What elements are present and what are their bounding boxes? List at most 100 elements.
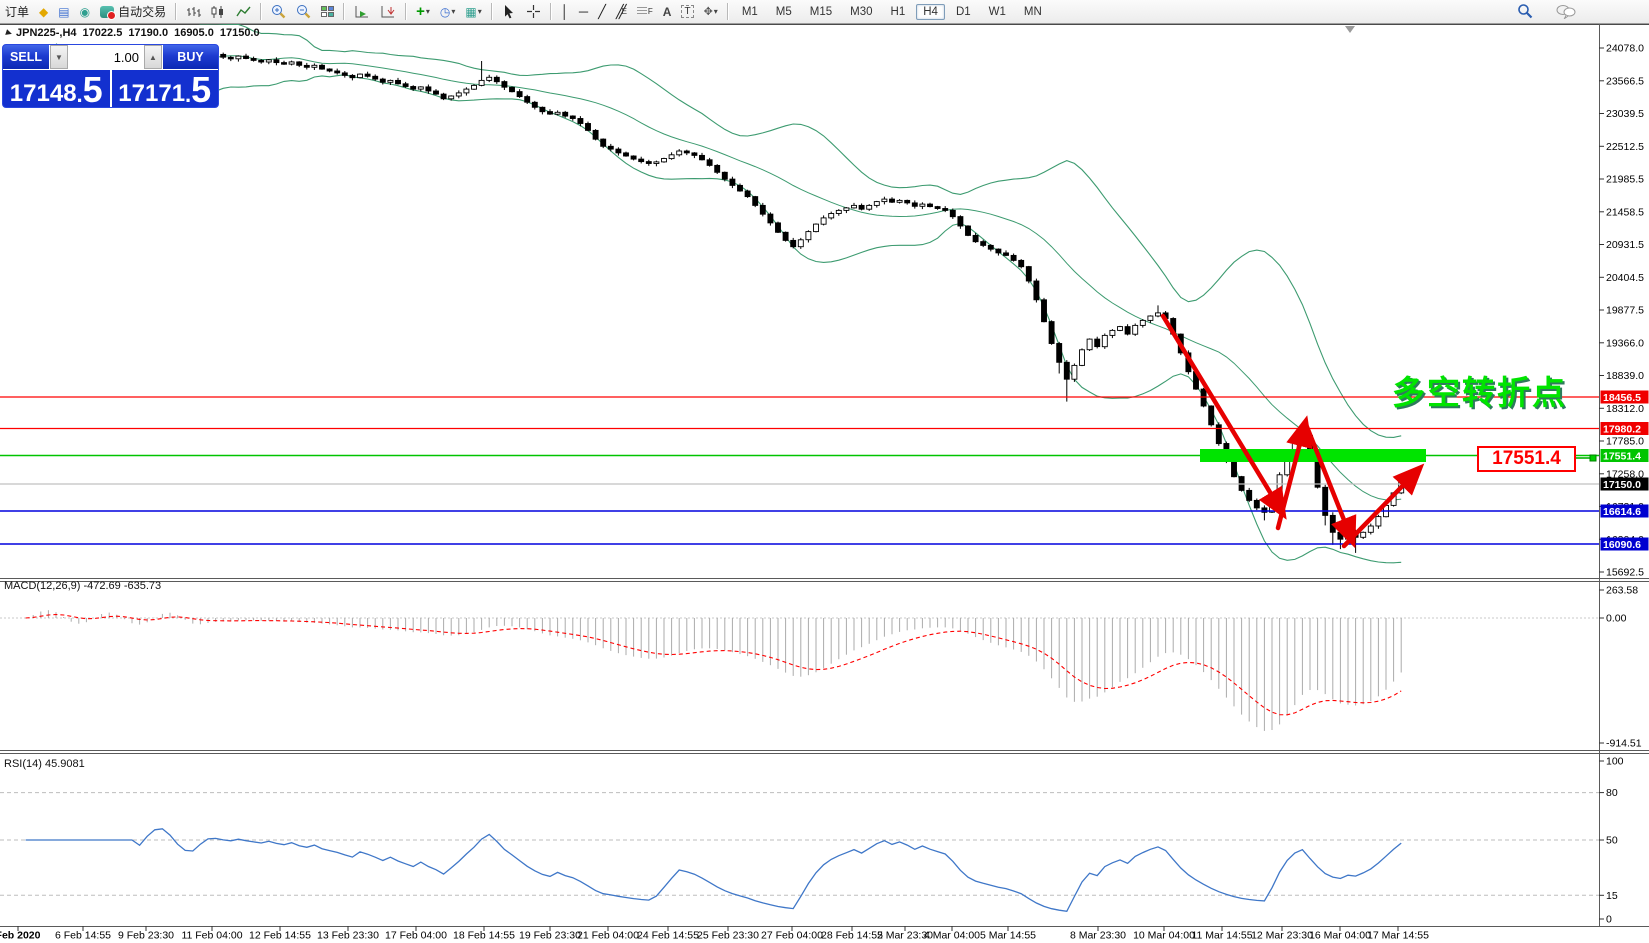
fibonacci-icon[interactable]: F <box>633 2 657 22</box>
tab-d1[interactable]: D1 <box>955 5 971 18</box>
text-label-icon[interactable]: T <box>677 2 697 22</box>
time-axis-label: 11 Mar 14:55 <box>1191 930 1252 942</box>
chat-icon[interactable] <box>1552 1 1580 21</box>
zoom-out-icon[interactable] <box>292 2 315 22</box>
time-axis-label: 21 Feb 04:00 <box>577 930 639 942</box>
time-axis-label: 19 Feb 23:30 <box>519 930 581 942</box>
price-axis-label: 23039.5 <box>1606 108 1644 120</box>
time-axis-label: 28 Feb 14:55 <box>821 930 883 942</box>
ohlc-open: 17022.5 <box>82 27 123 39</box>
macd-main-value: -472.69 <box>83 580 121 592</box>
price-axis-label: 15692.5 <box>1606 567 1644 579</box>
toolbar-separator <box>175 3 178 20</box>
indicators-plus-icon: + <box>416 2 425 20</box>
tab-h4[interactable]: H4 <box>916 3 945 20</box>
price-axis-label: 23566.5 <box>1606 75 1644 87</box>
autotrading-button[interactable]: 自动交易 <box>96 2 170 22</box>
chart-shift-icon[interactable] <box>376 2 400 22</box>
price-axis-label: 22512.5 <box>1606 141 1644 153</box>
time-axis-label: 16 Mar 04:00 <box>1309 930 1371 942</box>
macd-axis-label: -914.51 <box>1606 738 1642 750</box>
chart-shift-marker[interactable] <box>1345 26 1355 33</box>
navigator-icon[interactable]: ◉ <box>79 4 91 19</box>
trendline-icon[interactable]: ╱ <box>598 3 606 19</box>
buy-button[interactable]: BUY <box>162 45 218 69</box>
time-axis-label: 27 Feb 04:00 <box>761 930 823 942</box>
rsi-value: 45.9081 <box>44 758 85 770</box>
price-axis-label: 19366.0 <box>1606 337 1644 349</box>
text-icon[interactable]: A <box>662 4 672 19</box>
window-border <box>0 24 1649 25</box>
arrows-button[interactable]: ✥ ▾ <box>700 2 722 22</box>
templates-button[interactable]: ▦ ▾ <box>461 2 485 22</box>
vertical-line-icon[interactable]: │ <box>560 3 569 19</box>
search-icon[interactable] <box>1513 1 1537 21</box>
template-icon: ▦ <box>465 4 477 19</box>
toolbar-separator <box>260 3 263 20</box>
auto-scroll-icon[interactable] <box>350 2 374 22</box>
volume-increase-button[interactable]: ▲ <box>144 45 162 69</box>
volume-input[interactable] <box>68 45 144 69</box>
data-window-icon[interactable]: ▤ <box>58 4 70 19</box>
time-axis-label: 9 Feb 23:30 <box>118 930 174 942</box>
indicators-button[interactable]: + ▾ <box>412 2 434 22</box>
crosshair-icon[interactable] <box>522 2 545 22</box>
tab-m30[interactable]: M30 <box>850 5 873 18</box>
chevron-down-icon: ▾ <box>425 7 430 16</box>
panel-divider <box>109 70 112 107</box>
new-order-button[interactable]: 订单 <box>1 2 33 22</box>
macd-axis-label: 0.00 <box>1606 613 1627 625</box>
macd-signal-value: -635.73 <box>123 580 162 592</box>
price-axis-label: 18312.0 <box>1606 403 1644 415</box>
time-axis-label: Feb 2020 <box>0 930 41 942</box>
tile-windows-icon[interactable] <box>317 2 338 22</box>
time-axis-label: 25 Feb 23:30 <box>697 930 759 942</box>
zoom-in-icon[interactable] <box>267 2 290 22</box>
price-axis-label: 21985.5 <box>1606 174 1644 186</box>
autotrading-icon <box>100 5 117 20</box>
toolbar-separator <box>490 3 493 20</box>
time-axis-label: 17 Mar 14:55 <box>1367 930 1429 942</box>
tab-mn[interactable]: MN <box>1023 5 1042 18</box>
sell-price[interactable]: 17148. 5 <box>9 69 103 108</box>
volume-control: ▼ ▲ <box>50 45 162 69</box>
equidistant-channel-icon[interactable]: ╱╱ E <box>615 3 627 19</box>
ohlc-close: 17150.0 <box>219 27 260 39</box>
tab-m5[interactable]: M5 <box>775 5 792 18</box>
turning-point-annotation[interactable]: 多空转折点 <box>1392 374 1567 411</box>
price-axis-label: 19877.5 <box>1606 305 1644 317</box>
chart-title: JPN225-,H4 17022.5 17190.0 16905.0 17150… <box>5 27 266 39</box>
chevron-down-icon: ▾ <box>713 7 718 16</box>
toolbar: 订单 ◆ ▤ ◉ 自动交易 <box>0 0 1649 24</box>
time-axis-label: 2 Mar 23:30 <box>877 930 933 942</box>
price-axis-label: 20931.5 <box>1606 239 1644 251</box>
chevron-down-icon: ▾ <box>477 7 482 16</box>
sell-button[interactable]: SELL <box>3 45 50 69</box>
line-chart-icon[interactable] <box>232 2 255 22</box>
tab-w1[interactable]: W1 <box>988 5 1006 18</box>
market-watch-icon[interactable]: ◆ <box>39 4 49 19</box>
time-axis-label: 5 Mar 14:55 <box>980 930 1036 942</box>
candlestick-chart-icon[interactable] <box>207 2 230 22</box>
cursor-icon[interactable] <box>498 2 520 22</box>
rsi-axis-label: 50 <box>1606 835 1618 847</box>
tab-m15[interactable]: M15 <box>809 5 833 18</box>
chart-canvas[interactable]: 24078.0 23566.5 23039.5 22512.5 21985.5 21458… <box>0 24 1649 943</box>
price-level-badge: 17980.2 <box>1603 423 1641 435</box>
tab-h1[interactable]: H1 <box>890 5 906 18</box>
volume-decrease-button[interactable]: ▼ <box>50 45 68 69</box>
price-level-box-label[interactable]: 17551.4 <box>1477 446 1576 472</box>
time-axis-label: 12 Mar 23:30 <box>1251 930 1313 942</box>
periods-button[interactable]: ◷ ▾ <box>436 2 460 22</box>
price-axis-label: 20404.5 <box>1606 272 1644 284</box>
price-level-badge: 18456.5 <box>1603 392 1641 404</box>
price-level-badge: 16614.6 <box>1603 506 1641 518</box>
buy-price[interactable]: 17171. 5 <box>118 69 212 108</box>
clock-icon: ◷ <box>439 4 451 19</box>
macd-axis-label: 263.58 <box>1606 585 1638 597</box>
horizontal-line-icon[interactable]: ─ <box>578 3 589 19</box>
tab-m1[interactable]: M1 <box>741 5 758 18</box>
time-axis-label: 13 Feb 23:30 <box>317 930 379 942</box>
bar-chart-icon[interactable] <box>182 2 205 22</box>
rsi-axis-label: 0 <box>1606 914 1612 926</box>
